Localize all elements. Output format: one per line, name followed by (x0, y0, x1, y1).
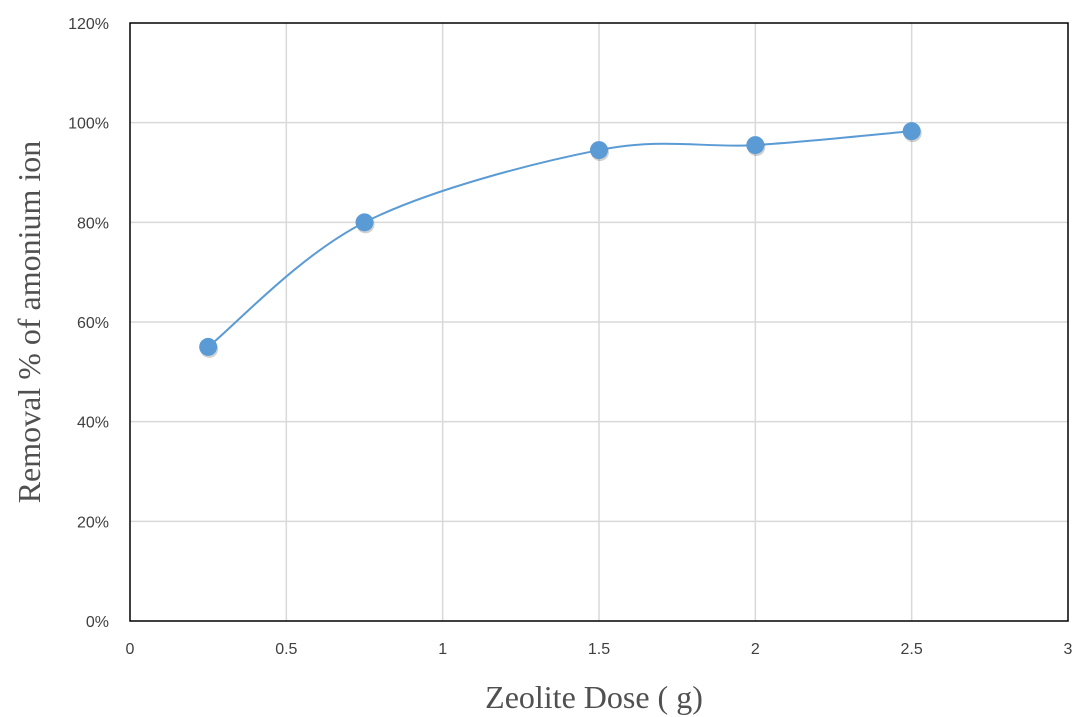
y-axis-ticks: 0% 20% 40% 60% 80% 100% 120% (68, 16, 109, 631)
y-tick-label: 100% (68, 116, 109, 133)
plot-area-frame (129, 22, 1069, 622)
x-tick-label: 2 (751, 641, 760, 658)
x-tick-label: 0 (126, 641, 135, 658)
y-tick-label: 60% (77, 315, 109, 332)
x-tick-label: 0.5 (275, 641, 297, 658)
data-point (199, 337, 218, 356)
x-tick-label: 3 (1064, 641, 1073, 658)
y-tick-label: 0% (86, 614, 109, 631)
data-point (746, 136, 765, 155)
x-tick-label: 1 (438, 641, 447, 658)
series-points (199, 122, 922, 358)
x-tick-label: 1.5 (588, 641, 610, 658)
data-point (355, 213, 374, 232)
x-axis-ticks: 0 0.5 1 1.5 2 2.5 3 (126, 641, 1073, 658)
x-axis-title: Zeolite Dose ( g) (485, 679, 703, 715)
y-tick-label: 120% (68, 16, 109, 33)
data-point (902, 122, 921, 141)
gridlines (130, 23, 1068, 621)
data-point (590, 141, 608, 160)
series-line (207, 130, 912, 348)
y-tick-label: 80% (77, 215, 109, 232)
y-axis-title: Removal % of amonium ion (11, 141, 47, 504)
y-tick-label: 20% (77, 514, 109, 531)
y-tick-label: 40% (77, 415, 109, 432)
x-tick-label: 2.5 (901, 641, 923, 658)
